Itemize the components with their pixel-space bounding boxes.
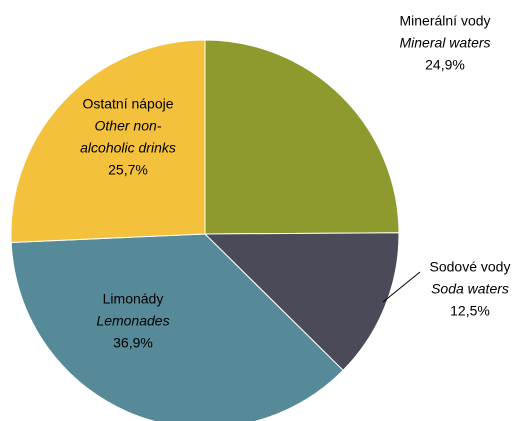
value-label: 36,9%: [113, 335, 153, 351]
slice-label: Sodové vody: [430, 259, 511, 275]
slice-label-en: Soda waters: [431, 281, 509, 297]
slice-label: Limonády: [103, 291, 164, 307]
leader-line: [382, 271, 421, 303]
slice-label-en: alcoholic drinks: [80, 140, 176, 156]
pie-slice: [10, 233, 344, 421]
pie-slice: [204, 39, 400, 235]
pie-slice: [203, 232, 400, 372]
slice-label-en: Other non-: [95, 118, 162, 134]
slice-label: Minerální vody: [399, 13, 490, 29]
slice-label: Ostatní nápoje: [82, 96, 173, 112]
pie-slice: [10, 39, 206, 244]
value-label: 25,7%: [108, 162, 148, 178]
slice-label-en: Lemonades: [96, 313, 169, 329]
value-label: 12,5%: [450, 303, 490, 319]
value-label: 24,9%: [425, 57, 465, 73]
slice-label-en: Mineral waters: [399, 35, 490, 51]
